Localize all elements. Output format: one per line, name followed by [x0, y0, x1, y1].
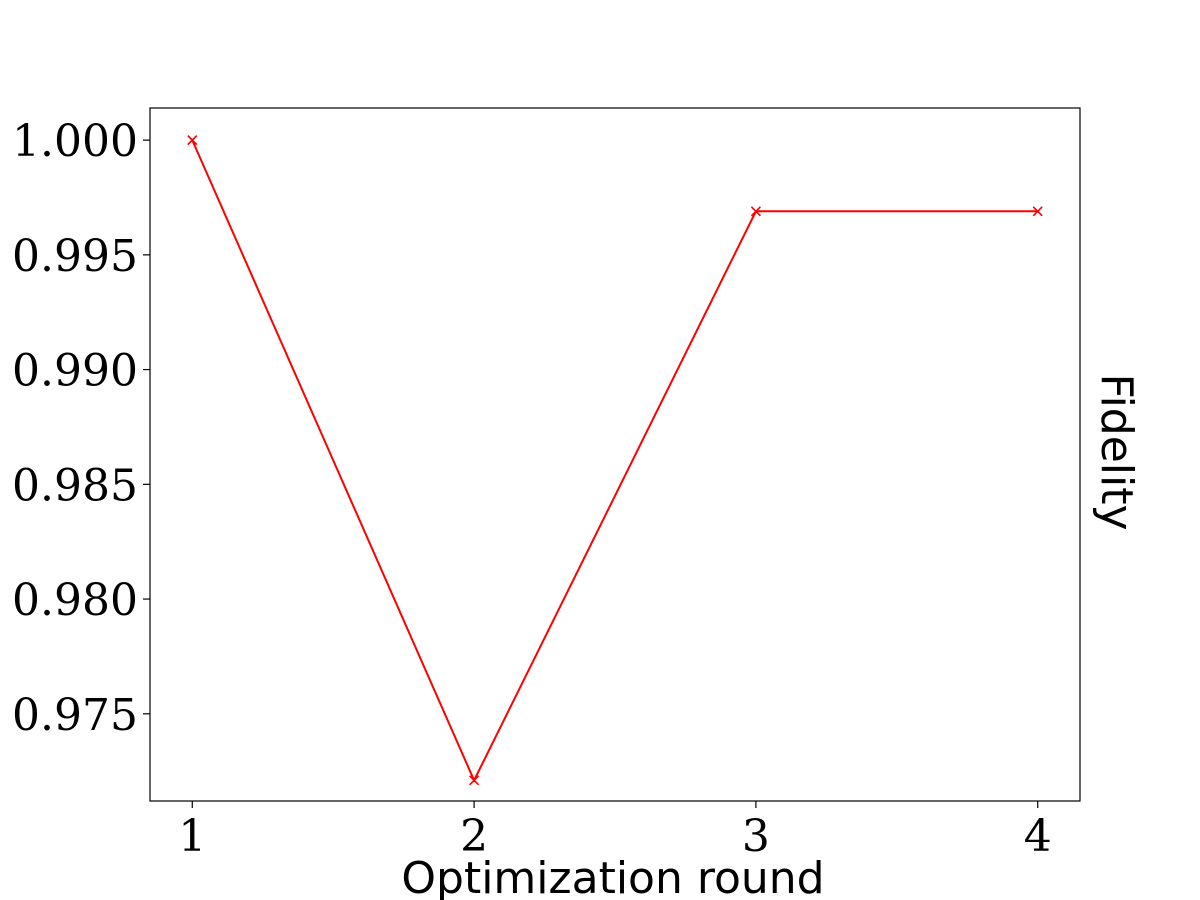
axes-frame	[149, 107, 1081, 802]
x-tick-label: 2	[460, 811, 488, 862]
x-tick-label: 3	[742, 811, 770, 862]
x-tick-label: 4	[1024, 811, 1052, 862]
x-axis-label: Optimization round	[401, 853, 824, 900]
y-tick-label: 0.975	[12, 690, 138, 741]
tick-layer: 1 2 3 4 0.975 0.980 0.985 0.990 0.995 1.000	[12, 116, 1052, 862]
y-axis-label: Fidelity	[1091, 373, 1142, 530]
y-tick-label: 0.990	[12, 346, 138, 397]
data-point-marker	[1032, 206, 1043, 217]
y-tick-label: 0.980	[12, 575, 138, 626]
y-tick-label: 1.000	[12, 116, 138, 167]
x-tick-label: 1	[178, 811, 206, 862]
series-layer	[187, 135, 1043, 786]
y-tick-label: 0.985	[12, 460, 138, 511]
data-point-marker	[187, 135, 198, 146]
y-tick-label: 0.995	[12, 231, 138, 282]
data-point-marker	[469, 775, 480, 786]
data-point-marker	[750, 206, 761, 217]
series-line	[191, 139, 1038, 783]
